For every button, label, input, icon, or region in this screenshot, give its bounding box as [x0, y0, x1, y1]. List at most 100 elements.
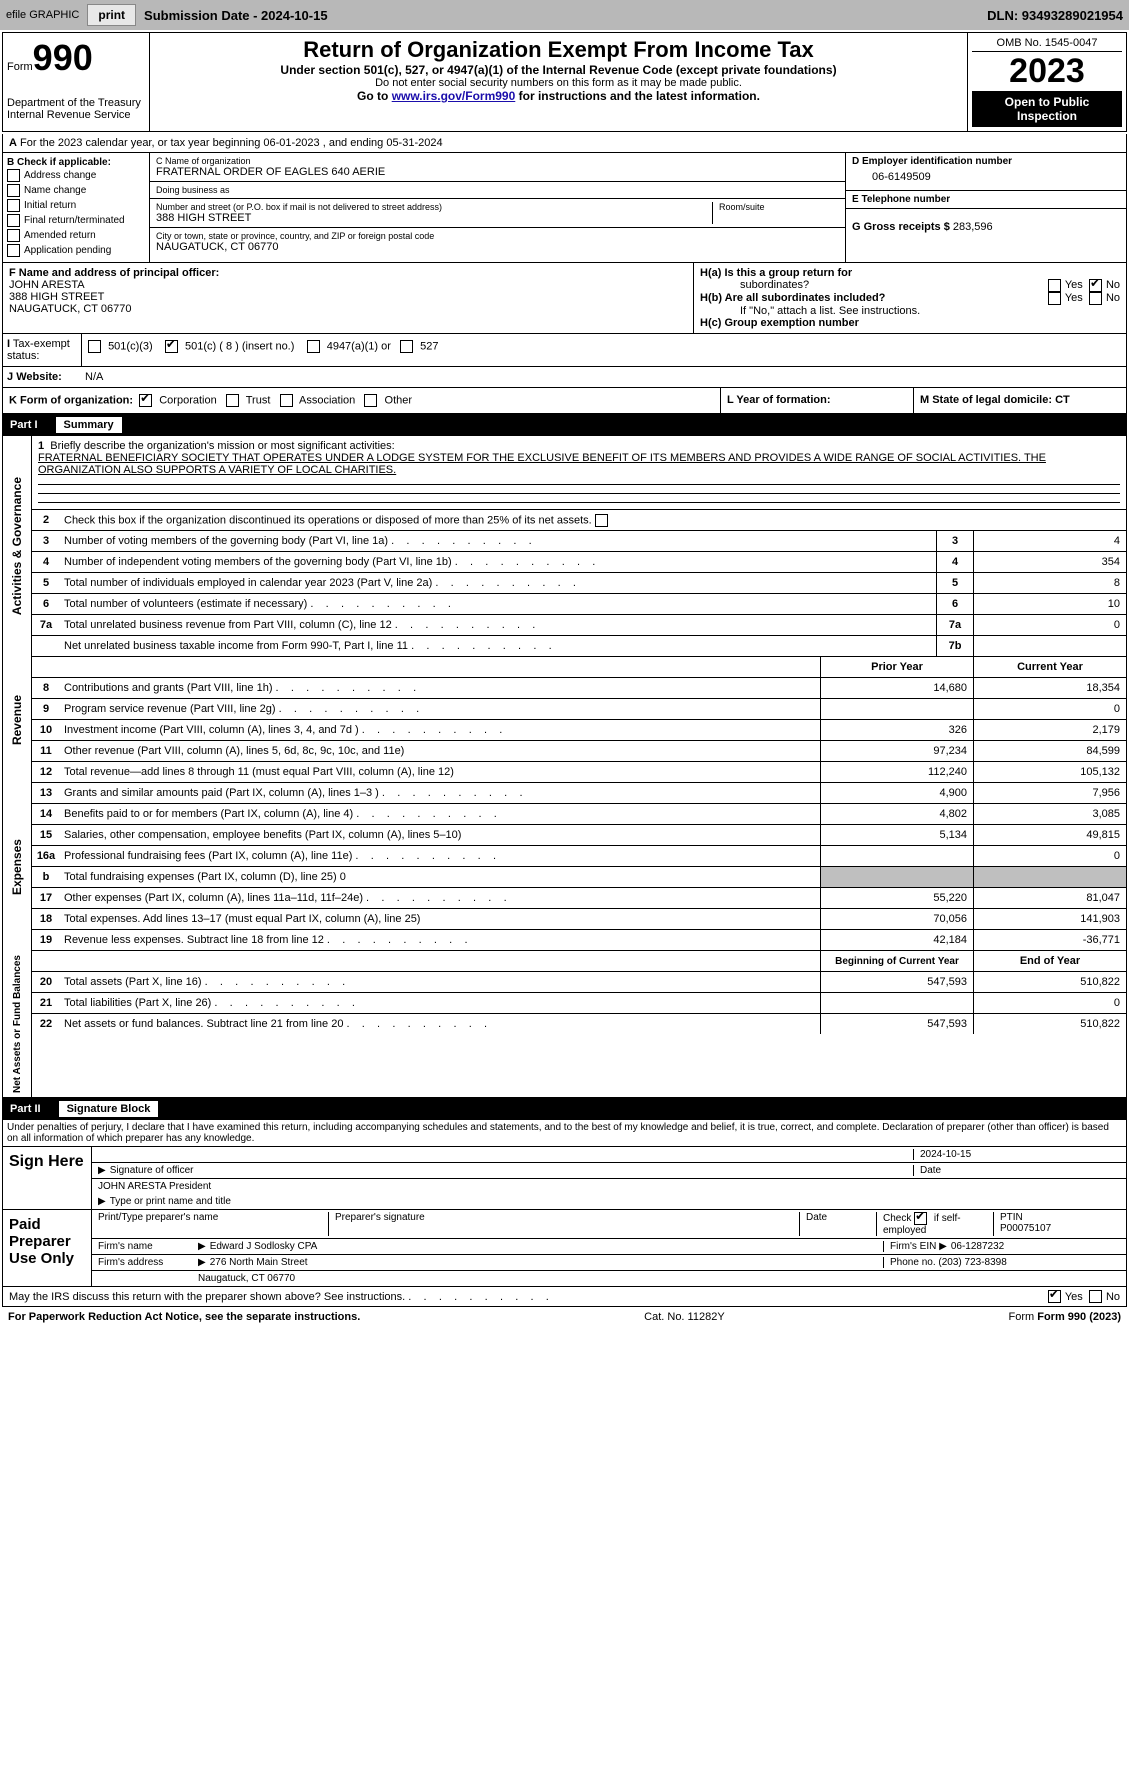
tax-year: 2023 [972, 52, 1122, 91]
v6: 10 [973, 594, 1126, 614]
may-text: May the IRS discuss this return with the… [9, 1291, 1048, 1303]
part2-header: Part II Signature Block [2, 1098, 1127, 1120]
checkbox-may-no[interactable] [1089, 1290, 1102, 1303]
part1-title: Summary [56, 417, 122, 433]
page-footer: For Paperwork Reduction Act Notice, see … [0, 1307, 1129, 1327]
checkbox-assoc[interactable] [280, 394, 293, 407]
l9: Program service revenue (Part VIII, line… [60, 701, 820, 717]
p16a [820, 846, 973, 866]
c19: -36,771 [973, 930, 1126, 950]
c13: 7,956 [973, 783, 1126, 803]
side-expenses: Expenses [8, 835, 26, 899]
l5: Total number of individuals employed in … [60, 575, 936, 591]
check-label: Check [883, 1213, 911, 1224]
checkbox-pending[interactable] [7, 244, 20, 257]
side-net: Net Assets or Fund Balances [10, 951, 25, 1097]
d-ein-label: D Employer identification number [852, 156, 1120, 167]
checkbox-initial-return[interactable] [7, 199, 20, 212]
checkbox-501c[interactable] [165, 340, 178, 353]
paperwork-notice: For Paperwork Reduction Act Notice, see … [8, 1311, 360, 1323]
cb-label: Name change [24, 185, 86, 196]
hc-label: H(c) Group exemption number [700, 317, 859, 329]
p22: 547,593 [820, 1014, 973, 1034]
checkbox-amended[interactable] [7, 229, 20, 242]
form-title: Return of Organization Exempt From Incom… [154, 37, 963, 63]
paid-label: Paid Preparer Use Only [3, 1210, 92, 1286]
checkbox-corp[interactable] [139, 394, 152, 407]
opt-assoc: Association [299, 394, 355, 406]
l12: Total revenue—add lines 8 through 11 (mu… [60, 764, 820, 780]
p12: 112,240 [820, 762, 973, 782]
checkbox-ha-no[interactable] [1089, 279, 1102, 292]
checkbox-527[interactable] [400, 340, 413, 353]
current-year-hdr: Current Year [973, 657, 1126, 677]
p17: 55,220 [820, 888, 973, 908]
gross-receipts: 283,596 [953, 221, 993, 233]
l11: Other revenue (Part VIII, column (A), li… [60, 743, 820, 759]
b-header: B Check if applicable: [7, 157, 145, 168]
no-label: No [1106, 279, 1120, 292]
firm-addr-label: Firm's address [98, 1257, 198, 1268]
p11: 97,234 [820, 741, 973, 761]
c22: 510,822 [973, 1014, 1126, 1034]
tax-year-range: For the 2023 calendar year, or tax year … [20, 137, 443, 149]
c12: 105,132 [973, 762, 1126, 782]
l3: Number of voting members of the governin… [60, 533, 936, 549]
irs-link[interactable]: www.irs.gov/Form990 [392, 89, 516, 103]
c16b-shade [973, 867, 1126, 887]
checkbox-hb-no[interactable] [1089, 292, 1102, 305]
l20: Total assets (Part X, line 16) [60, 974, 820, 990]
print-button[interactable]: print [87, 4, 136, 26]
p10: 326 [820, 720, 973, 740]
l13: Grants and similar amounts paid (Part IX… [60, 785, 820, 801]
date-label: Date [913, 1165, 1120, 1176]
firm-phone: (203) 723-8398 [938, 1257, 1006, 1268]
checkbox-ha-yes[interactable] [1048, 279, 1061, 292]
l8: Contributions and grants (Part VIII, lin… [60, 680, 820, 696]
opt-501c: 501(c) ( 8 ) (insert no.) [185, 340, 294, 352]
checkbox-hb-yes[interactable] [1048, 292, 1061, 305]
officer-addr2: NAUGATUCK, CT 06770 [9, 303, 687, 315]
no-label: No [1106, 292, 1120, 305]
opt-corp: Corporation [159, 394, 216, 406]
end-year-hdr: End of Year [973, 951, 1126, 971]
checkbox-may-yes[interactable] [1048, 1290, 1061, 1303]
checkbox-l2[interactable] [595, 514, 608, 527]
part2-label: Part II [10, 1103, 41, 1115]
l4: Number of independent voting members of … [60, 554, 936, 570]
ptin-label: PTIN [1000, 1212, 1023, 1223]
l22: Net assets or fund balances. Subtract li… [60, 1016, 820, 1032]
opt-trust: Trust [246, 394, 271, 406]
checkbox-final-return[interactable] [7, 214, 20, 227]
website: N/A [81, 367, 1126, 387]
k-label: K Form of organization: [9, 394, 133, 406]
opt-other: Other [385, 394, 413, 406]
l10: Investment income (Part VIII, column (A)… [60, 722, 820, 738]
f-label: F Name and address of principal officer: [9, 267, 687, 279]
prep-date-hdr: Date [799, 1212, 876, 1236]
checkbox-address-change[interactable] [7, 169, 20, 182]
checkbox-501c3[interactable] [88, 340, 101, 353]
l15: Salaries, other compensation, employee b… [60, 827, 820, 843]
side-governance: Activities & Governance [8, 473, 26, 619]
l16a: Professional fundraising fees (Part IX, … [60, 848, 820, 864]
efile-label: efile GRAPHIC [6, 9, 79, 21]
checkbox-4947[interactable] [307, 340, 320, 353]
checkbox-name-change[interactable] [7, 184, 20, 197]
checkbox-trust[interactable] [226, 394, 239, 407]
part1-header: Part I Summary [2, 414, 1127, 436]
checkbox-other[interactable] [364, 394, 377, 407]
v3: 4 [973, 531, 1126, 551]
p19: 42,184 [820, 930, 973, 950]
c14: 3,085 [973, 804, 1126, 824]
checkbox-self-employed[interactable] [914, 1212, 927, 1225]
goto-prefix: Go to [357, 89, 392, 103]
p15: 5,134 [820, 825, 973, 845]
c21: 0 [973, 993, 1126, 1013]
c11: 84,599 [973, 741, 1126, 761]
m-label: M State of legal domicile: CT [920, 394, 1070, 406]
line-a: A For the 2023 calendar year, or tax yea… [2, 134, 1127, 153]
p9 [820, 699, 973, 719]
opt-4947: 4947(a)(1) or [327, 340, 391, 352]
section-f-h: F Name and address of principal officer:… [2, 263, 1127, 334]
